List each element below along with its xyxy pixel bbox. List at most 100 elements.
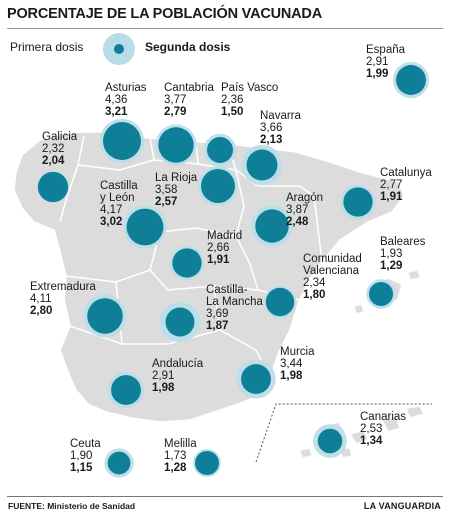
first-dose-value: 2,34	[303, 277, 326, 289]
bubble-second-dose-murcia	[241, 364, 271, 394]
second-dose-value: 3,02	[100, 216, 123, 228]
canarias-island-3	[380, 415, 401, 433]
first-dose-value: 1,90	[70, 450, 93, 462]
vaccination-bubbles	[36, 61, 430, 478]
second-dose-value: 1,50	[221, 106, 244, 118]
bubble-second-dose-canarias	[317, 428, 343, 454]
region-name: Galicia	[42, 131, 78, 143]
second-dose-value: 1,91	[207, 254, 230, 266]
first-dose-value: 3,77	[164, 94, 187, 106]
publisher-logo: LA VANGUARDIA	[363, 501, 441, 511]
label-baleares: Baleares 1,93 1,29	[380, 236, 425, 272]
label-valenciana: Comunidad Valenciana 2,34 1,80	[303, 253, 362, 301]
source-credit: FUENTE: Ministerio de Sanidad	[8, 501, 135, 511]
baleares-island-ibiza	[353, 303, 365, 315]
canarias-inset-divider	[255, 403, 432, 463]
second-dose-value: 2,48	[286, 216, 309, 228]
bubble-second-dose-andalucia	[111, 375, 141, 405]
bubble-second-dose-cantabria	[158, 127, 194, 163]
legend-second-dose-label: Segunda dosis	[145, 40, 231, 54]
first-dose-value: 2,77	[380, 179, 403, 191]
first-dose-value: 3,66	[260, 122, 283, 134]
first-dose-value: 1,93	[380, 248, 403, 260]
second-dose-value: 3,21	[105, 106, 128, 118]
first-dose-value: 2,36	[221, 94, 244, 106]
source-label: FUENTE:	[8, 501, 45, 511]
region-name-line1: Castilla	[100, 180, 138, 192]
first-dose-value: 3,58	[155, 184, 178, 196]
second-dose-value: 1,98	[152, 382, 175, 394]
page-title: PORCENTAJE DE LA POBLACIÓN VACUNADA	[7, 6, 322, 22]
first-dose-value: 2,91	[152, 370, 175, 382]
label-castillaleon: Castilla y León 4,17 3,02	[100, 180, 138, 228]
region-name: España	[366, 44, 406, 56]
canarias-island-4	[404, 405, 426, 419]
first-dose-value: 2,66	[207, 242, 230, 254]
second-dose-value: 1,15	[70, 462, 93, 474]
label-melilla: Melilla 1,73 1,28	[164, 438, 197, 474]
region-name-line1: Castilla-	[206, 284, 248, 296]
bubble-second-dose-larioja	[201, 169, 235, 203]
second-dose-value: 1,29	[380, 260, 403, 272]
region-name-line2: y León	[100, 192, 135, 204]
region-name: Melilla	[164, 438, 197, 450]
portugal-area	[9, 221, 78, 397]
region-name: Catalunya	[380, 167, 432, 179]
bubble-second-dose-madrid	[172, 248, 202, 278]
second-dose-value: 1,34	[360, 435, 383, 447]
bubble-second-dose-castillamancha	[165, 307, 195, 337]
bubble-second-dose-galicia	[37, 171, 69, 203]
bubble-second-dose-aragon	[255, 209, 289, 243]
label-madrid: Madrid 2,66 1,91	[207, 230, 242, 266]
first-dose-value: 4,17	[100, 204, 123, 216]
bubble-second-dose-paisvasco	[207, 137, 233, 163]
first-dose-value: 4,36	[105, 94, 128, 106]
label-galicia: Galicia 2,32 2,04	[42, 131, 77, 167]
canarias-island-5	[299, 447, 313, 459]
baleares-island-menorca	[407, 269, 421, 281]
label-paisvasco: País Vasco 2,36 1,50	[221, 82, 278, 118]
label-catalunya: Catalunya 2,77 1,91	[380, 167, 432, 203]
region-name: Andalucía	[152, 358, 204, 370]
region-name: Murcia	[280, 346, 315, 358]
region-name-line1: Comunidad	[303, 253, 362, 265]
first-dose-value: 4,11	[30, 293, 52, 305]
second-dose-value: 2,79	[164, 106, 187, 118]
label-larioja: La Rioja 3,58 2,57	[155, 172, 197, 208]
label-cantabria: Cantabria 3,77 2,79	[164, 82, 214, 118]
region-name: Ceuta	[70, 438, 101, 450]
label-aragon: Aragón 3,87 2,48	[286, 192, 323, 228]
second-dose-value: 2,04	[42, 155, 65, 167]
source-name: Ministerio de Sanidad	[47, 501, 136, 511]
bubble-second-dose-ceuta	[107, 451, 131, 475]
first-dose-value: 2,53	[360, 423, 383, 435]
first-dose-value: 1,73	[164, 450, 187, 462]
second-dose-value: 2,13	[260, 134, 283, 146]
second-dose-value: 1,87	[206, 320, 229, 332]
region-name: Navarra	[260, 110, 301, 122]
second-dose-value: 1,98	[280, 370, 303, 382]
label-asturias: Asturias 4,36 3,21	[105, 82, 147, 118]
bubble-second-dose-espana	[396, 65, 426, 95]
bubble-second-dose-valenciana	[265, 287, 295, 317]
label-extremadura: Extremadura 4,11 2,80	[30, 281, 96, 317]
region-name-line2: La Mancha	[206, 296, 263, 308]
region-name: Extremadura	[30, 281, 96, 293]
label-canarias: Canarias 2,53 1,34	[360, 411, 406, 447]
region-name: País Vasco	[221, 82, 279, 94]
label-murcia: Murcia 3,44 1,98	[280, 346, 315, 382]
second-dose-value: 1,91	[380, 191, 403, 203]
bubble-second-dose-navarra	[246, 149, 278, 181]
second-dose-value: 2,57	[155, 196, 178, 208]
region-name: Cantabria	[164, 82, 214, 94]
label-espana: España 2,91 1,99	[366, 44, 405, 80]
first-dose-value: 3,44	[280, 358, 303, 370]
second-dose-value: 1,80	[303, 289, 326, 301]
region-name: Canarias	[360, 411, 407, 423]
bubble-second-dose-baleares	[368, 281, 394, 307]
region-name: Asturias	[105, 82, 147, 94]
first-dose-value: 2,32	[42, 143, 65, 155]
second-dose-value: 2,80	[30, 305, 53, 317]
label-andalucia: Andalucía 2,91 1,98	[152, 358, 203, 394]
